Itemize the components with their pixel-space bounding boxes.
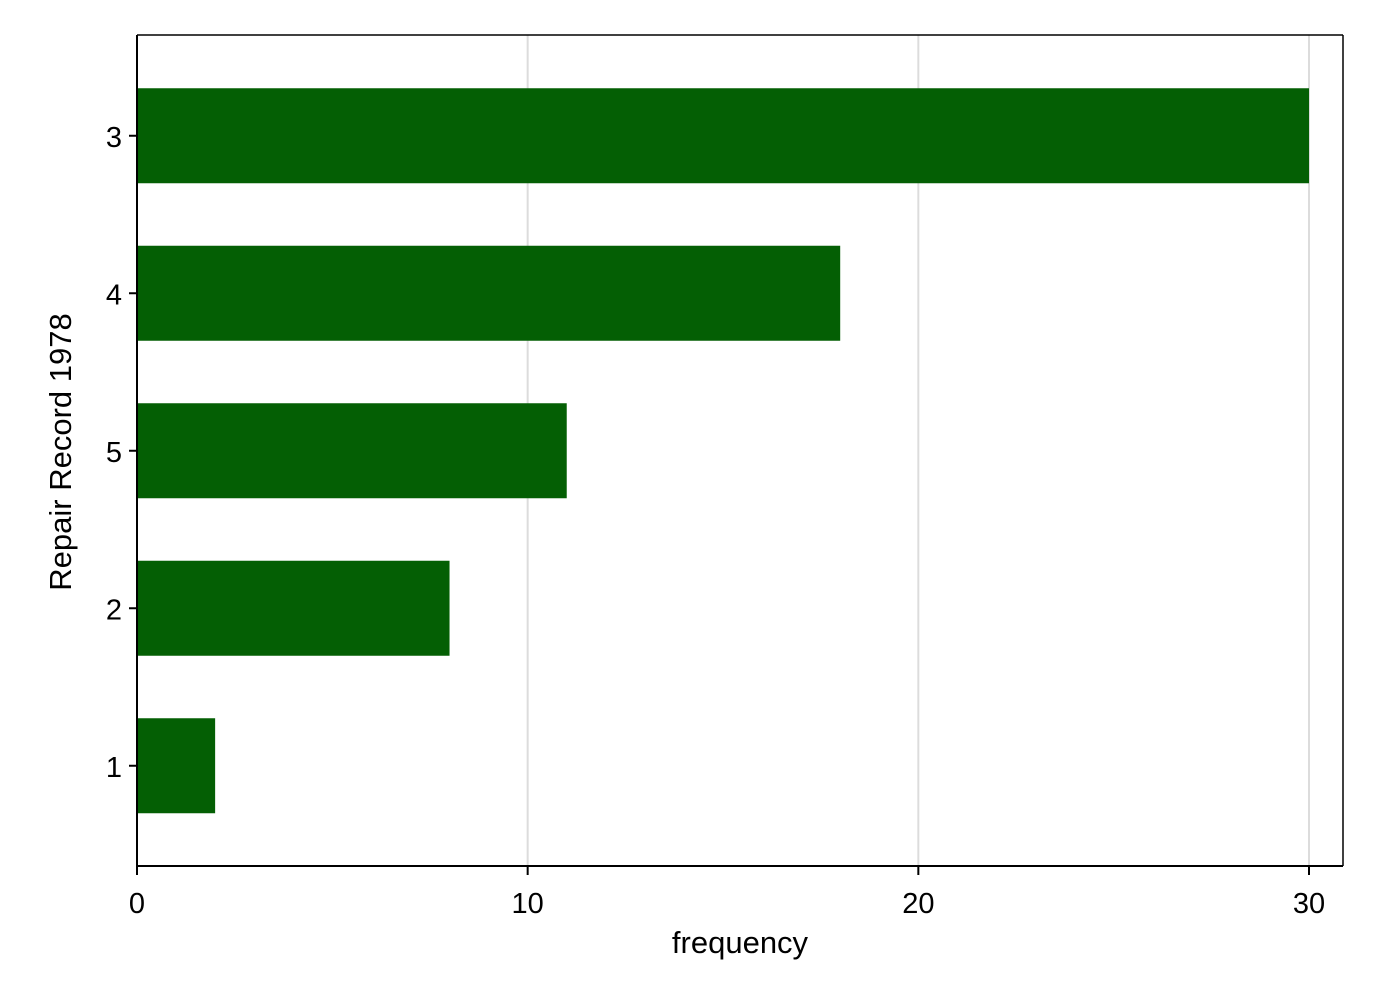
y-axis-ticks: 3 4 5 2 1 (106, 122, 137, 784)
axes (136, 34, 1344, 867)
bar-1 (137, 718, 216, 814)
bar-5 (137, 403, 567, 499)
x-tick-label-10: 10 (512, 888, 544, 920)
x-tick-label-20: 20 (902, 888, 934, 920)
y-tick-label-5: 5 (106, 437, 122, 469)
y-tick-label-4: 4 (106, 279, 122, 311)
y-tick-label-3: 3 (106, 122, 122, 154)
x-axis-title: frequency (672, 925, 809, 960)
bar-3 (137, 88, 1309, 184)
y-axis-title: Repair Record 1978 (43, 313, 78, 590)
x-tick-label-0: 0 (129, 888, 145, 920)
x-axis-ticks: 0 10 20 30 (129, 866, 1325, 920)
y-tick-label-1: 1 (106, 752, 122, 784)
y-tick-label-2: 2 (106, 594, 122, 626)
bars (137, 88, 1309, 814)
bar-2 (137, 560, 450, 656)
x-tick-label-30: 30 (1293, 888, 1325, 920)
bar-4 (137, 245, 841, 341)
